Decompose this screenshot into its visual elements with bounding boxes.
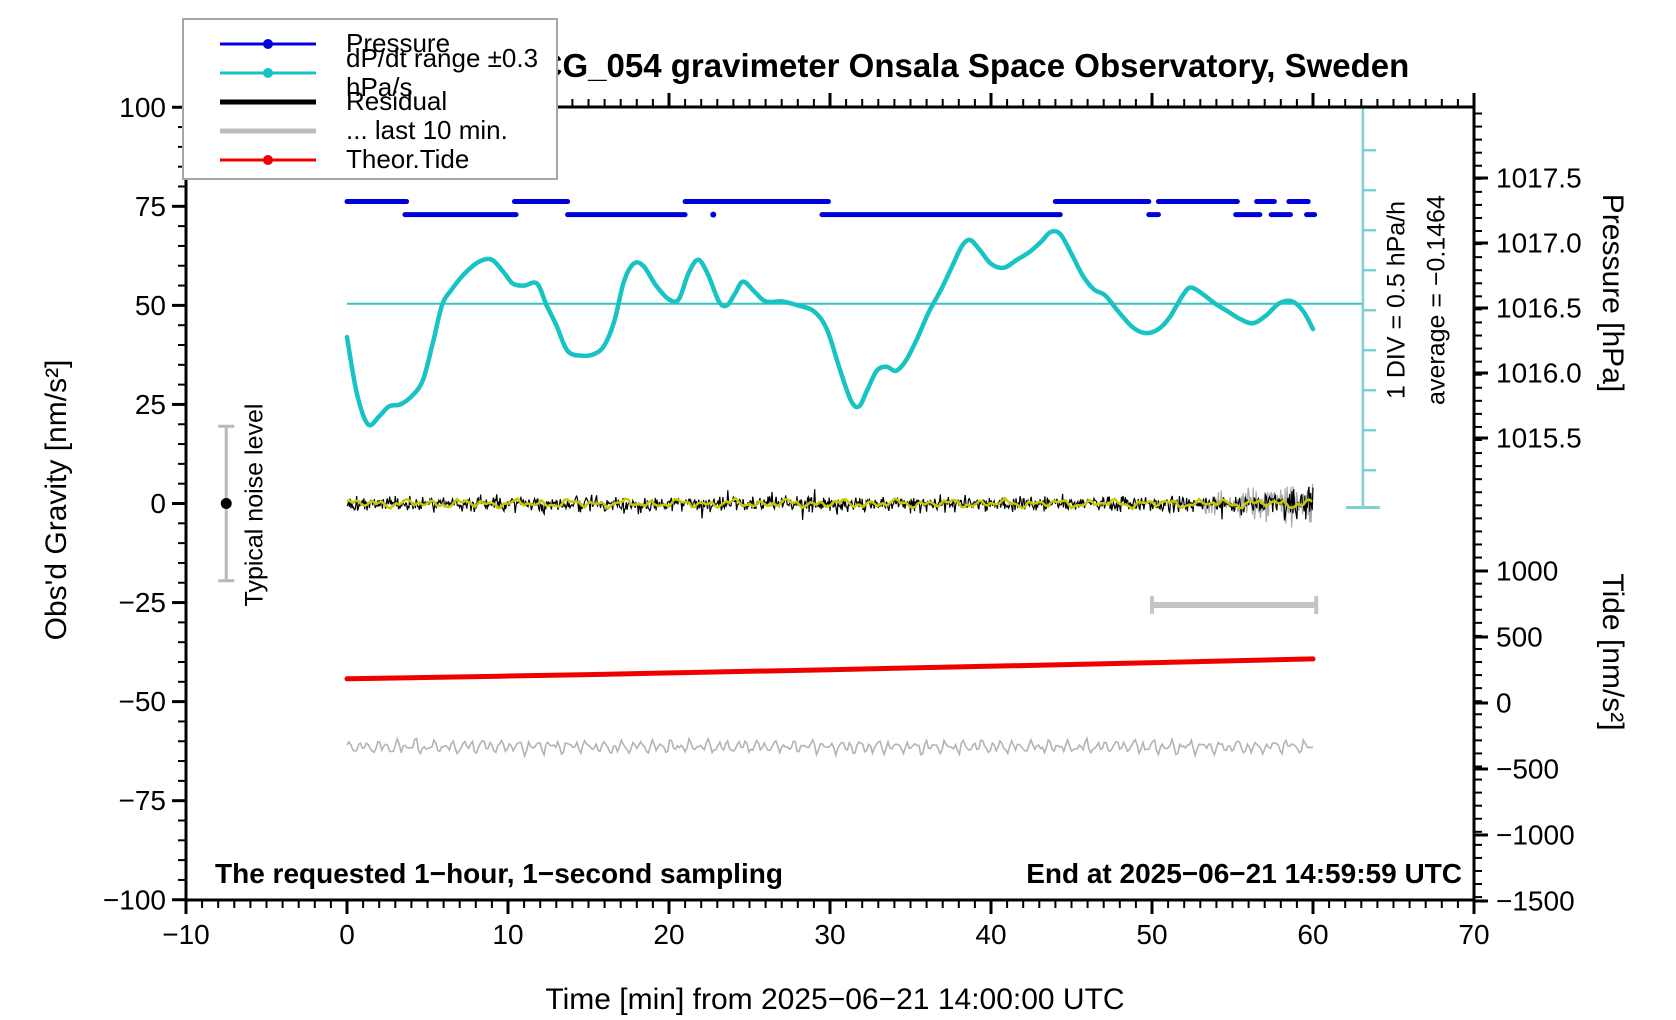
residual-smooth-series	[346, 496, 1313, 511]
page-title: SCG_054 gravimeter Onsala Space Observat…	[516, 47, 1410, 84]
svg-text:50: 50	[135, 290, 166, 321]
svg-text:−50: −50	[119, 686, 167, 717]
sampling-annotation: The requested 1−hour, 1−second sampling	[215, 858, 783, 889]
svg-text:−1000: −1000	[1496, 820, 1575, 851]
svg-text:20: 20	[653, 919, 684, 950]
svg-text:50: 50	[1136, 919, 1167, 950]
legend-item-dpdt: dP/dt range ±0.3 hPa/s	[184, 43, 556, 101]
svg-text:60: 60	[1297, 919, 1328, 950]
legend-label: ... last 10 min.	[346, 115, 508, 145]
y-axis-title-tide: Tide [nm/s²]	[1596, 573, 1629, 731]
svg-text:25: 25	[135, 389, 166, 420]
legend-label: dP/dt range ±0.3 hPa/s	[346, 42, 539, 102]
svg-text:0: 0	[339, 919, 355, 950]
x-axis-ticks	[184, 93, 1476, 914]
legend-item-last10: ... last 10 min.	[184, 116, 556, 145]
residual-line-swatch-icon	[220, 96, 316, 108]
svg-text:0: 0	[1496, 688, 1512, 719]
svg-text:1000: 1000	[1496, 556, 1558, 587]
svg-text:1017.5: 1017.5	[1496, 163, 1582, 194]
svg-text:−100: −100	[103, 884, 166, 915]
svg-text:500: 500	[1496, 622, 1543, 653]
tide-series	[344, 656, 1316, 682]
div-scale-note: 1 DIV = 0.5 hPa/h	[1382, 200, 1411, 400]
svg-text:10: 10	[492, 919, 523, 950]
y-left-tick-labels: −100 −75 −50 −25 0 25 50 75 100	[103, 92, 166, 916]
svg-text:0: 0	[150, 488, 166, 519]
tide-line-swatch-icon	[220, 154, 316, 166]
legend-item-pressure: Pressure	[184, 29, 556, 58]
legend-box: Pressure dP/dt range ±0.3 hPa/s Residual…	[182, 18, 558, 180]
svg-text:40: 40	[975, 919, 1006, 950]
last10-interval-bar	[1150, 595, 1319, 614]
svg-text:−75: −75	[119, 785, 167, 816]
svg-text:−10: −10	[162, 919, 210, 950]
y-right-tick-labels: 1017.5 1017.0 1016.5 1016.0 1015.5 1000 500 0 −5…	[1496, 163, 1582, 917]
svg-text:70: 70	[1458, 919, 1489, 950]
div-scale-bar	[1345, 105, 1380, 509]
svg-text:1015.5: 1015.5	[1496, 423, 1582, 454]
legend-label: Residual	[346, 86, 448, 116]
noise-level-marker	[218, 424, 235, 583]
svg-text:75: 75	[135, 191, 166, 222]
pressure-line-swatch-icon	[220, 38, 316, 50]
y-axis-title-gravity: Obs'd Gravity [nm/s²]	[40, 359, 73, 641]
end-time-annotation: End at 2025−06−21 14:59:59 UTC	[1026, 858, 1462, 889]
average-note: average = −0.1464	[1422, 195, 1451, 405]
dpdt-line-swatch-icon	[220, 67, 316, 79]
svg-text:100: 100	[119, 92, 166, 123]
svg-text:1016.0: 1016.0	[1496, 358, 1582, 389]
y-right-ticks	[1474, 112, 1488, 903]
x-tick-labels: −10 0 10 20 30 40 50 60 70	[162, 919, 1489, 950]
noise-level-label: Typical noise level	[240, 403, 269, 607]
svg-text:−1500: −1500	[1496, 886, 1575, 917]
svg-text:−500: −500	[1496, 754, 1559, 785]
svg-text:30: 30	[814, 919, 845, 950]
x-axis-title: Time [min] from 2025−06−21 14:00:00 UTC	[545, 983, 1125, 1016]
last10-series	[346, 736, 1314, 759]
y-axis-title-pressure: Pressure [hPa]	[1596, 193, 1629, 393]
svg-text:1017.0: 1017.0	[1496, 228, 1582, 259]
legend-label: Pressure	[346, 28, 451, 58]
legend-item-residual: Residual	[184, 87, 556, 116]
svg-text:−25: −25	[119, 587, 167, 618]
pressure-series	[344, 199, 1318, 218]
legend-label: Theor.Tide	[346, 144, 470, 174]
last10-line-swatch-icon	[220, 125, 316, 137]
dpdt-series	[344, 228, 1316, 428]
legend-item-tide: Theor.Tide	[184, 145, 556, 174]
y-left-ticks	[172, 105, 186, 902]
svg-text:1016.5: 1016.5	[1496, 293, 1582, 324]
